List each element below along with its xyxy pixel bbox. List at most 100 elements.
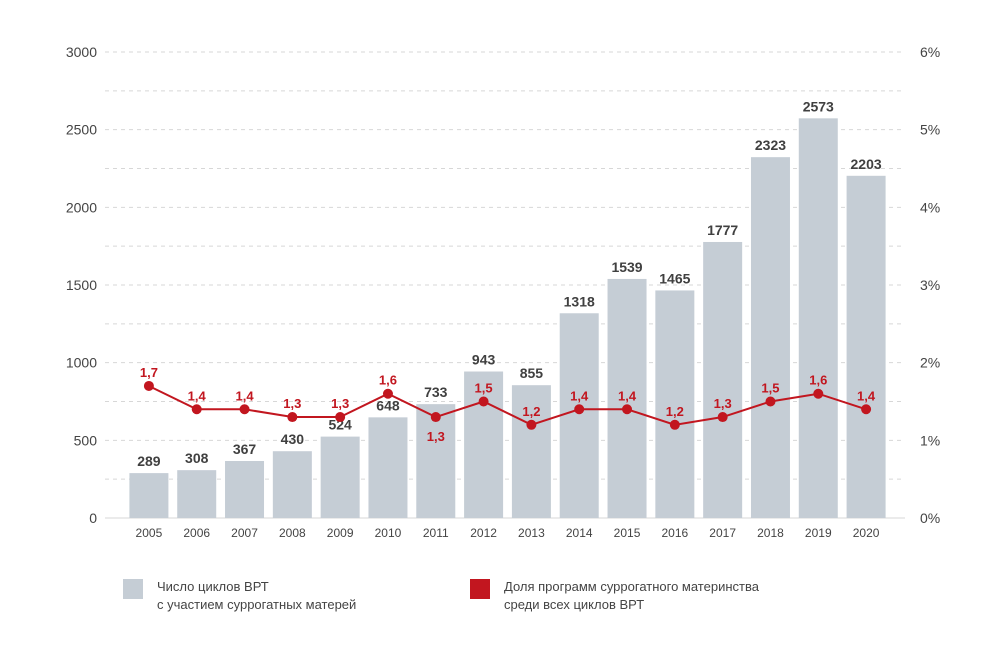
line-value-label: 1,4 [570,388,589,403]
x-tick-label: 2016 [661,526,688,540]
y-tick-label: 500 [74,432,98,448]
line-value-label: 1,4 [235,388,254,403]
axes: 0 500 1000 1500 2000 2500 3000 0% 1% 2% 3% 4% 5% 6% 20… [66,44,940,540]
bar-value-label: 1465 [659,270,690,286]
x-tick-label: 2019 [805,526,832,540]
bar [703,241,743,519]
legend-bar-label: Число циклов ВРТ с участием суррогатных … [157,578,356,614]
x-tick-label: 2009 [327,526,354,540]
line-path [148,385,867,426]
bar-value-label: 2573 [803,98,834,114]
bar [272,451,312,518]
x-tick-label: 2018 [757,526,784,540]
y2-tick-label: 2% [920,355,940,371]
bar [416,404,456,518]
bar-value-label: 733 [424,384,448,400]
line-value-label: 1,3 [714,396,732,411]
bar [464,371,504,518]
legend-bar-label-line2: с участием суррогатных матерей [157,597,357,612]
line-point [765,396,776,407]
y-tick-label: 1500 [66,277,97,293]
line-point [813,388,824,399]
legend-line: Доля программ суррогатного материнства с… [470,578,759,614]
legend-line-swatch [470,579,490,599]
line-point [335,412,346,423]
bar [846,175,886,518]
bar-value-label: 943 [472,352,496,368]
y-tick-label: 2000 [66,199,97,215]
y2-tick-label: 1% [920,432,940,448]
line-point [526,419,537,430]
bar [559,313,599,518]
line-value-label: 1,2 [666,404,684,419]
x-tick-label: 2012 [470,526,497,540]
x-tick-label: 2007 [231,526,258,540]
legend-line-label-line2: среди всех циклов ВРТ [504,597,645,612]
line-point [478,396,489,407]
bar [177,470,217,518]
bar-value-label: 1318 [564,293,595,309]
line-value-label: 1,4 [188,388,207,403]
x-tick-label: 2006 [183,526,210,540]
x-tick-label: 2020 [853,526,880,540]
x-tick-label: 2008 [279,526,306,540]
line-point [861,404,872,415]
chart: 289 308 367 430 524 648 733 943 855 1318 1539 1465 1… [66,44,940,540]
line-value-label: 1,5 [475,381,493,396]
bar-value-label: 367 [233,441,257,457]
line-point [287,412,298,423]
line-value-label: 1,3 [331,396,349,411]
line-value-label: 1,6 [379,373,397,388]
bar-value-label: 855 [520,365,544,381]
y2-tick-label: 0% [920,510,940,526]
bar-value-label: 2323 [755,137,786,153]
line-value-label: 1,6 [809,373,827,388]
bar-value-label: 1539 [611,259,642,275]
legend-bar: Число циклов ВРТ с участием суррогатных … [123,578,356,614]
legend-bar-swatch [123,579,143,599]
legend-line-label-line1: Доля программ суррогатного материнства [504,579,759,594]
line-point [143,380,154,391]
legend-line-label: Доля программ суррогатного материнства с… [504,578,759,614]
y2-tick-label: 5% [920,122,940,138]
x-tick-label: 2011 [423,526,449,540]
line-point [717,412,728,423]
x-tick-label: 2013 [518,526,545,540]
line-value-label: 1,3 [283,396,301,411]
line-value-label: 1,4 [618,388,637,403]
line-point [574,404,585,415]
bar [225,460,265,518]
line-point [622,404,633,415]
bar [750,157,790,519]
bar-value-label: 1777 [707,222,738,238]
bar [798,118,838,518]
bar [368,417,408,518]
line-value-label: 1,7 [140,365,158,380]
bar [320,436,360,518]
line-value-label: 1,4 [857,388,876,403]
line-point [382,388,393,399]
x-tick-label: 2014 [566,526,593,540]
bars: 289 308 367 430 524 648 733 943 855 1318 1539 1465 1… [129,98,886,519]
y-tick-label: 1000 [66,355,97,371]
line-value-label: 1,2 [522,404,540,419]
y-tick-label: 3000 [66,44,97,60]
y-tick-label: 0 [89,510,97,526]
y2-tick-label: 4% [920,199,940,215]
x-tick-label: 2015 [614,526,641,540]
bar-value-label: 524 [328,417,352,433]
bar-value-label: 308 [185,450,209,466]
x-tick-label: 2017 [709,526,736,540]
y2-tick-label: 3% [920,277,940,293]
bar [607,278,647,518]
y2-tick-label: 6% [920,44,940,60]
bar-value-label: 289 [137,453,161,469]
line-point [239,404,250,415]
x-tick-label: 2010 [375,526,402,540]
bar-value-label: 648 [376,397,400,413]
bar [655,290,695,518]
y-tick-label: 2500 [66,122,97,138]
line-point [669,419,680,430]
line-point [430,412,441,423]
bar [129,473,169,518]
